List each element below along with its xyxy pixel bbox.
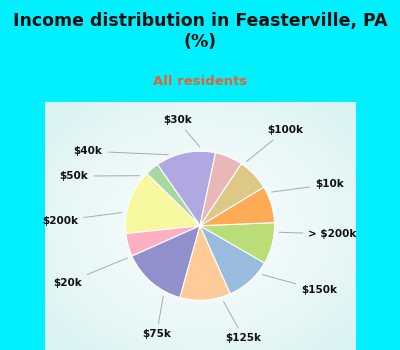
- Wedge shape: [200, 226, 264, 294]
- Wedge shape: [200, 164, 264, 226]
- Text: $100k: $100k: [246, 126, 303, 162]
- Wedge shape: [200, 153, 241, 226]
- Wedge shape: [200, 187, 274, 226]
- Text: $200k: $200k: [42, 212, 122, 225]
- Text: $150k: $150k: [262, 275, 337, 295]
- Wedge shape: [200, 223, 274, 263]
- Text: $50k: $50k: [59, 171, 139, 181]
- Wedge shape: [126, 226, 200, 256]
- Text: $125k: $125k: [224, 302, 262, 343]
- Wedge shape: [147, 164, 200, 226]
- Text: $75k: $75k: [142, 296, 171, 339]
- Text: $30k: $30k: [163, 115, 200, 147]
- Text: Income distribution in Feasterville, PA
(%): Income distribution in Feasterville, PA …: [13, 12, 387, 51]
- Text: $10k: $10k: [272, 179, 344, 192]
- Wedge shape: [180, 226, 230, 300]
- Wedge shape: [126, 174, 200, 233]
- Text: $20k: $20k: [53, 258, 128, 288]
- Text: > $200k: > $200k: [279, 229, 357, 239]
- Text: All residents: All residents: [153, 75, 247, 88]
- Wedge shape: [132, 226, 200, 298]
- Wedge shape: [158, 151, 216, 226]
- Text: $40k: $40k: [74, 146, 168, 156]
